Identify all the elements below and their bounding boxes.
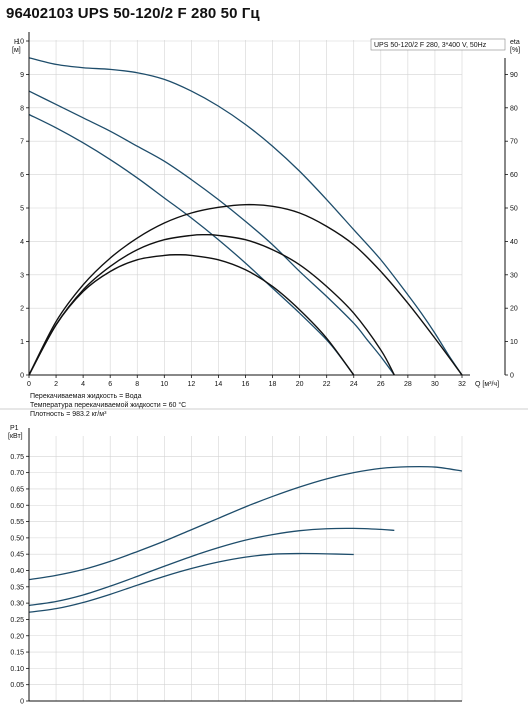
power-y-tick-label: 0.60: [10, 503, 24, 510]
head-curve-3: [28, 113, 355, 376]
head-y-tick-label: 4: [20, 239, 24, 246]
eta-tick-label: 50: [510, 206, 518, 213]
efficiency-curve-3: [28, 254, 355, 376]
head-axis-unit: [м]: [12, 47, 21, 54]
head-y-tick-label: 10: [16, 39, 24, 46]
eta-tick-label: 60: [510, 172, 518, 179]
power-y-tick-label: 0.30: [10, 601, 24, 608]
q-x-tick-label: 6: [108, 381, 112, 388]
head-y-tick-label: 1: [20, 339, 24, 346]
q-x-tick-label: 8: [135, 381, 139, 388]
fluid-info-line: Перекачиваемая жидкость = Вода: [30, 393, 142, 400]
head-axis-label: H: [14, 39, 19, 46]
eta-axis-label: eta: [510, 39, 520, 46]
q-axis-label: Q [м³/ч]: [475, 381, 499, 388]
q-x-tick-label: 20: [296, 381, 304, 388]
power-curve-1: [28, 465, 463, 581]
power-y-tick-label: 0.35: [10, 584, 24, 591]
q-x-tick-label: 4: [81, 381, 85, 388]
power-y-tick-label: 0.25: [10, 617, 24, 624]
power-y-tick-label: 0: [20, 699, 24, 704]
power-y-tick-label: 0.70: [10, 470, 24, 477]
power-y-tick-label: 0.20: [10, 633, 24, 640]
power-chart-grid: [29, 436, 463, 701]
q-x-tick-label: 22: [323, 381, 331, 388]
power-y-tick-label: 0.50: [10, 535, 24, 542]
eta-tick-label: 90: [510, 72, 518, 79]
head-chart-curves: [28, 57, 463, 376]
chart-labels: H[м]eta[%]012345678910010203040506070809…: [8, 39, 520, 704]
eta-tick-label: 80: [510, 105, 518, 112]
power-y-tick-label: 0.75: [10, 454, 24, 461]
eta-tick-label: 20: [510, 306, 518, 313]
head-y-tick-label: 5: [20, 206, 24, 213]
head-y-tick-label: 6: [20, 172, 24, 179]
legend-box: [370, 38, 506, 51]
q-x-tick-label: 18: [269, 381, 277, 388]
fluid-info-line: Плотность = 983.2 кг/м³: [30, 411, 107, 418]
power-curve-2: [28, 527, 395, 607]
q-x-tick-label: 10: [160, 381, 168, 388]
q-x-tick-label: 14: [215, 381, 223, 388]
eta-tick-label: 40: [510, 239, 518, 246]
eta-tick-label: 70: [510, 139, 518, 146]
head-y-tick-label: 2: [20, 306, 24, 313]
efficiency-curve-1: [28, 203, 463, 376]
power-curve-3: [28, 552, 354, 613]
head-y-tick-label: 9: [20, 72, 24, 79]
q-x-tick-label: 24: [350, 381, 358, 388]
power-y-tick-label: 0.05: [10, 682, 24, 689]
power-y-tick-label: 0.45: [10, 552, 24, 559]
power-y-tick-label: 0.10: [10, 666, 24, 673]
q-x-tick-label: 26: [377, 381, 385, 388]
legend-text: UPS 50-120/2 F 280, 3*400 V, 50Hz: [374, 42, 487, 49]
fluid-info-line: Температура перекачиваемой жидкости = 60…: [30, 401, 186, 409]
power-y-tick-label: 0.65: [10, 486, 24, 493]
power-y-tick-label: 0.40: [10, 568, 24, 575]
q-x-tick-label: 12: [187, 381, 195, 388]
power-y-tick-label: 0.15: [10, 650, 24, 657]
q-x-tick-label: 16: [242, 381, 250, 388]
page-title: 96402103 UPS 50-120/2 F 280 50 Гц: [6, 5, 260, 22]
head-y-tick-label: 8: [20, 105, 24, 112]
power-axis-label: P1: [10, 425, 19, 432]
head-chart-grid: [29, 40, 463, 375]
eta-axis-unit: [%]: [510, 47, 520, 54]
q-x-tick-label: 32: [458, 381, 466, 388]
q-x-tick-label: 30: [431, 381, 439, 388]
power-chart-curves: [28, 465, 463, 613]
power-axis-unit: [кВт]: [8, 433, 23, 440]
q-x-tick-label: 28: [404, 381, 412, 388]
eta-tick-label: 0: [510, 373, 514, 380]
head-y-tick-label: 0: [20, 373, 24, 380]
q-x-tick-label: 2: [54, 381, 58, 388]
efficiency-curve-2: [28, 234, 395, 376]
power-y-tick-label: 0.55: [10, 519, 24, 526]
head-y-tick-label: 7: [20, 139, 24, 146]
eta-tick-label: 30: [510, 272, 518, 279]
chart-axes: [0, 32, 528, 702]
head-curve-1: [28, 57, 463, 376]
eta-tick-label: 10: [510, 339, 518, 346]
head-y-tick-label: 3: [20, 272, 24, 279]
head-curve-2: [28, 90, 395, 376]
q-x-tick-label: 0: [27, 381, 31, 388]
